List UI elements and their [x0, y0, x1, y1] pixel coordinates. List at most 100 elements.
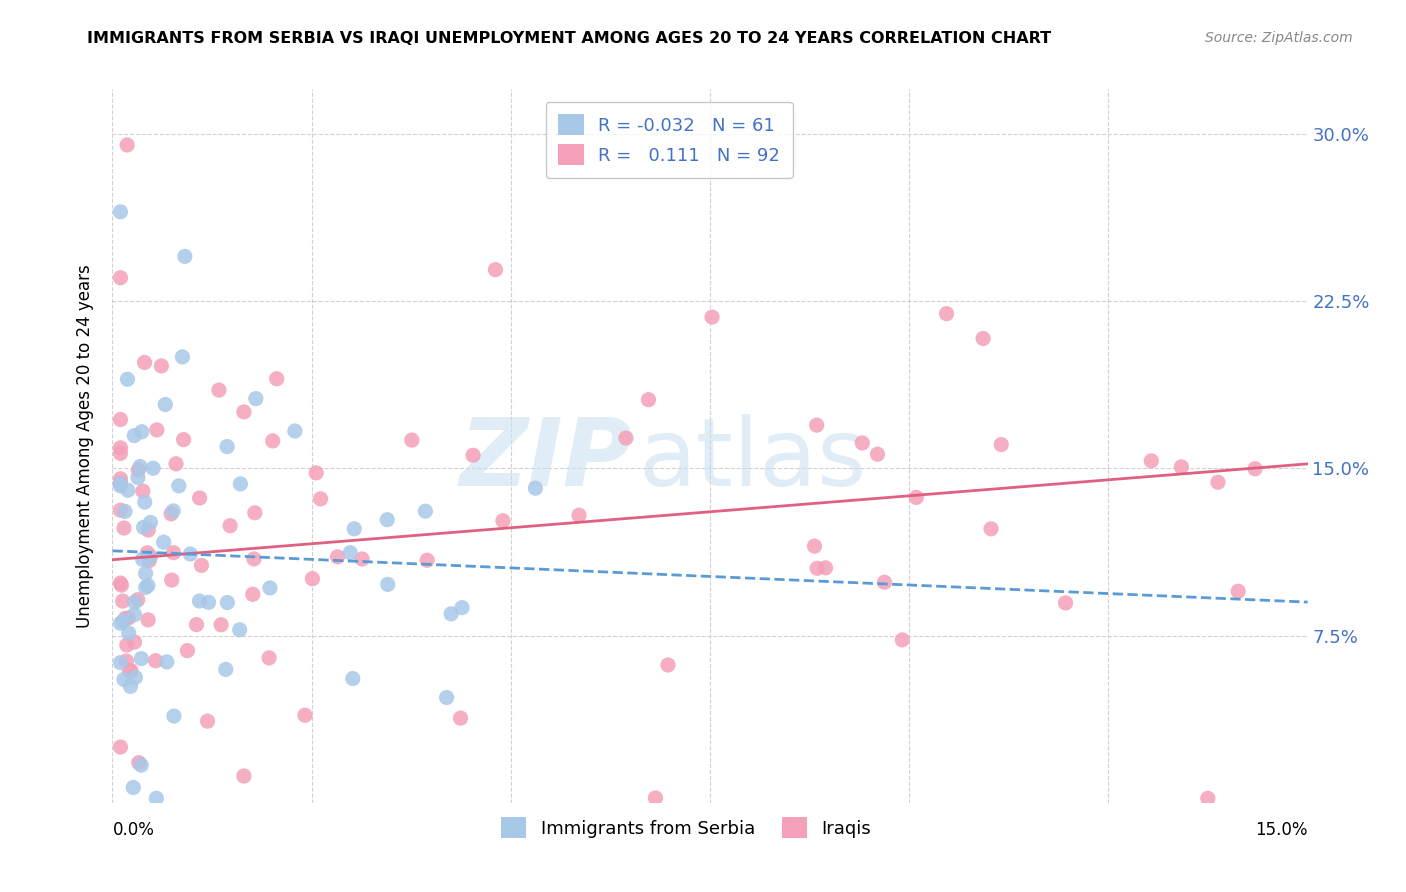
Point: [129, 758, 152, 772]
Point: [179, 547, 201, 561]
Point: [112, 614, 135, 628]
Point: [139, 549, 162, 564]
Point: [136, 523, 159, 537]
Point: [112, 673, 135, 687]
Point: [219, 518, 242, 533]
Point: [301, 572, 323, 586]
Point: [339, 546, 361, 560]
Point: [110, 576, 132, 591]
Point: [197, 714, 219, 728]
Point: [484, 262, 506, 277]
Point: [176, 643, 198, 657]
Point: [115, 137, 138, 152]
Point: [245, 392, 267, 406]
Point: [243, 506, 266, 520]
Point: [115, 638, 138, 652]
Point: [124, 595, 146, 609]
Point: [136, 546, 159, 560]
Y-axis label: Unemployment Among Ages 20 to 24 years: Unemployment Among Ages 20 to 24 years: [76, 264, 94, 628]
Point: [163, 709, 186, 723]
Point: [120, 664, 142, 678]
Point: [814, 561, 837, 575]
Point: [524, 481, 547, 495]
Point: [117, 372, 139, 386]
Point: [436, 690, 458, 705]
Point: [197, 595, 219, 609]
Point: [142, 461, 165, 475]
Point: [343, 522, 366, 536]
Point: [135, 566, 157, 581]
Point: [114, 504, 136, 518]
Point: [1197, 791, 1219, 805]
Point: [259, 581, 281, 595]
Point: [873, 575, 896, 590]
Text: 0.0%: 0.0%: [112, 821, 155, 838]
Point: [461, 448, 484, 462]
Point: [124, 635, 146, 649]
Point: [262, 434, 284, 448]
Point: [416, 553, 439, 567]
Point: [891, 632, 914, 647]
Point: [132, 520, 155, 534]
Point: [190, 558, 212, 573]
Text: Source: ZipAtlas.com: Source: ZipAtlas.com: [1205, 31, 1353, 45]
Point: [134, 495, 156, 509]
Point: [160, 507, 183, 521]
Point: [905, 491, 928, 505]
Point: [110, 740, 132, 755]
Point: [257, 651, 280, 665]
Point: [110, 503, 132, 517]
Point: [326, 549, 349, 564]
Point: [232, 405, 254, 419]
Point: [242, 587, 264, 601]
Point: [145, 791, 167, 805]
Point: [232, 769, 254, 783]
Point: [138, 553, 160, 567]
Point: [614, 431, 637, 445]
Point: [110, 479, 132, 493]
Point: [806, 561, 828, 575]
Point: [115, 654, 138, 668]
Point: [134, 355, 156, 369]
Point: [266, 372, 288, 386]
Point: [131, 651, 153, 665]
Point: [305, 466, 328, 480]
Point: [228, 623, 250, 637]
Point: [135, 581, 157, 595]
Point: [851, 436, 873, 450]
Point: [138, 550, 160, 565]
Legend: Immigrants from Serbia, Iraqis: Immigrants from Serbia, Iraqis: [492, 808, 880, 847]
Point: [188, 594, 211, 608]
Point: [117, 611, 139, 625]
Point: [131, 552, 153, 566]
Point: [110, 656, 132, 670]
Point: [110, 412, 132, 426]
Point: [440, 607, 463, 621]
Point: [401, 433, 423, 447]
Point: [217, 596, 239, 610]
Point: [124, 670, 146, 684]
Point: [1244, 462, 1267, 476]
Point: [451, 600, 474, 615]
Point: [112, 521, 135, 535]
Point: [644, 791, 666, 805]
Point: [1170, 459, 1192, 474]
Point: [377, 577, 399, 591]
Point: [139, 516, 162, 530]
Point: [186, 617, 208, 632]
Point: [114, 611, 136, 625]
Point: [803, 539, 825, 553]
Point: [127, 470, 149, 484]
Point: [110, 204, 132, 219]
Point: [110, 472, 132, 486]
Text: 15.0%: 15.0%: [1256, 821, 1308, 838]
Point: [136, 578, 159, 592]
Point: [110, 616, 132, 631]
Point: [342, 672, 364, 686]
Point: [284, 424, 307, 438]
Point: [117, 483, 139, 498]
Point: [124, 607, 146, 622]
Point: [217, 440, 239, 454]
Point: [1206, 475, 1229, 490]
Point: [568, 508, 591, 523]
